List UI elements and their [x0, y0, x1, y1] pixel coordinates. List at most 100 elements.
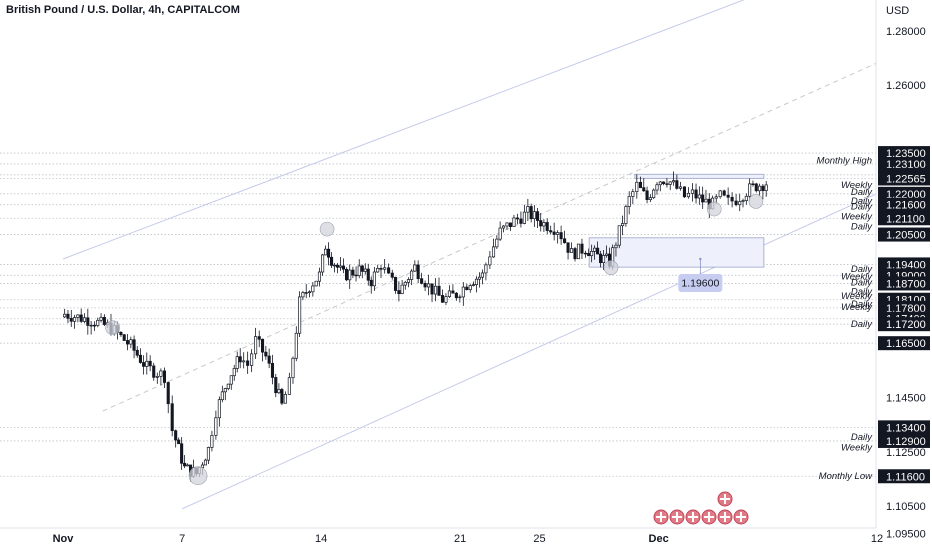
candle-up — [89, 324, 93, 327]
candle-down — [387, 267, 391, 274]
candle-up — [232, 368, 236, 377]
candle-down — [535, 211, 540, 221]
price-axis[interactable]: USD 1.28000 1.26000 1.14500 1.12500 1.10500 1.… — [875, 0, 932, 550]
candle-down — [138, 354, 142, 363]
uk-flag-icon[interactable] — [653, 509, 669, 525]
candle-up — [635, 181, 639, 192]
price-tag-bg — [878, 156, 930, 171]
candle-up — [522, 211, 526, 224]
candle-down — [563, 238, 567, 244]
candle-up — [498, 227, 502, 240]
uk-flag-icon[interactable] — [685, 509, 701, 525]
price-tag-label: 1.17200 — [886, 319, 926, 331]
candle-up — [324, 248, 328, 256]
candle-up — [311, 285, 315, 293]
candle-up — [214, 417, 218, 436]
callout-box — [678, 274, 723, 292]
time-tick-label: 7 — [179, 533, 185, 545]
candle-down — [122, 334, 126, 341]
candle-down — [183, 462, 187, 467]
price-tag-bg — [878, 469, 930, 484]
candle-down — [66, 313, 70, 319]
candle-up — [627, 196, 631, 207]
time-tick-label: 12 — [871, 533, 883, 545]
candle-down — [559, 232, 563, 240]
uk-flag-icon[interactable] — [733, 509, 749, 525]
candle-up — [718, 190, 722, 198]
candle-up — [413, 264, 417, 272]
time-axis[interactable]: Nov7142125Dec121926 — [0, 527, 932, 545]
candle-down — [519, 218, 523, 224]
price-tick-label: 1.14500 — [886, 392, 926, 404]
candle-up — [287, 377, 291, 395]
candle-down — [722, 190, 726, 196]
candle-down — [360, 265, 364, 272]
level-label: Daily — [851, 264, 873, 275]
candle-up — [480, 272, 484, 278]
candle-down — [125, 340, 130, 345]
price-tag-bg — [878, 257, 930, 272]
candle-up — [210, 435, 214, 448]
candle-up — [338, 265, 343, 268]
candle-up — [254, 336, 258, 355]
candle-up — [145, 360, 149, 367]
candle-down — [549, 230, 553, 233]
time-tick-label: 14 — [315, 533, 327, 545]
candle-down — [379, 268, 383, 270]
level-label: Weekly — [841, 212, 873, 223]
uk-flag-icon[interactable] — [669, 509, 685, 525]
callout-label: 1.19600 — [681, 278, 719, 290]
candle-down — [246, 360, 250, 366]
level-label: Daily — [851, 319, 873, 330]
level-label: Daily — [851, 202, 873, 213]
candle-up — [444, 296, 448, 303]
candle-up — [294, 332, 298, 359]
candle-down — [599, 253, 603, 264]
time-tick-label: Nov — [53, 533, 75, 545]
candle-up — [447, 290, 451, 297]
candle-up — [652, 189, 656, 199]
candle-up — [488, 256, 492, 266]
candle-down — [645, 190, 649, 201]
candle-down — [351, 269, 355, 276]
candle-up — [461, 286, 465, 298]
price-tag-bg — [878, 300, 930, 315]
candle-down — [142, 362, 146, 367]
channel-upper-line — [62, 0, 745, 260]
candle-up — [614, 244, 618, 249]
candle-up — [203, 459, 208, 466]
uk-flag-icon[interactable] — [717, 509, 733, 525]
candle-down — [148, 360, 152, 367]
candle-up — [372, 271, 376, 287]
candle-up — [321, 254, 325, 273]
uk-flag-icon[interactable] — [717, 491, 733, 507]
candle-down — [682, 186, 687, 198]
price-tag-label: 1.13400 — [886, 422, 926, 434]
candle-down — [86, 317, 90, 326]
candle-up — [655, 184, 659, 191]
candle-up — [668, 181, 672, 185]
price-tag-bg — [878, 420, 930, 435]
candle-down — [354, 274, 358, 277]
candle-down — [416, 264, 420, 280]
price-tag-label: 1.20500 — [886, 230, 926, 242]
candle-up — [235, 356, 239, 369]
candle-up — [617, 225, 621, 246]
uk-flag-icon[interactable] — [701, 509, 717, 525]
candle-down — [135, 349, 139, 356]
currency-label: USD — [886, 5, 909, 17]
candle-down — [665, 183, 669, 185]
price-tag-bg — [878, 171, 930, 186]
candle-up — [186, 464, 190, 467]
price-tag-bg — [878, 146, 930, 161]
level-label: Daily — [851, 221, 873, 232]
candle-up — [217, 399, 221, 419]
candle-down — [662, 181, 666, 185]
candle-up — [686, 192, 690, 198]
candle-down — [465, 286, 469, 291]
candle-up — [298, 296, 302, 334]
candle-down — [701, 194, 705, 203]
candle-down — [761, 185, 765, 191]
